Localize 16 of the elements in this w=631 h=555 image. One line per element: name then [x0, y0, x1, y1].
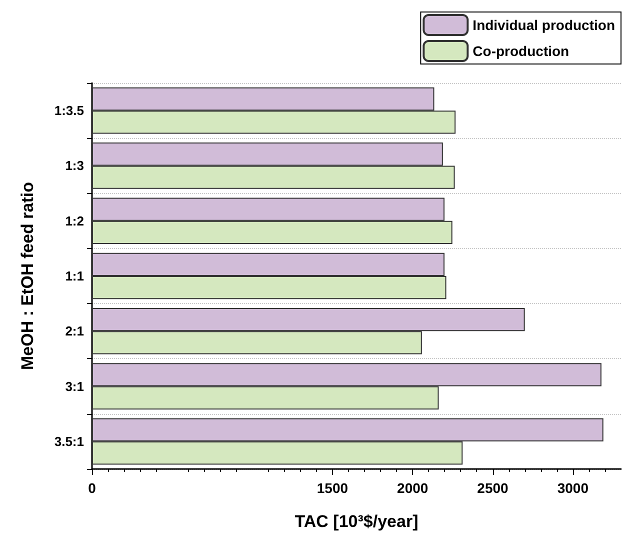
y-axis-title: MeOH : EtOH feed ratio — [18, 182, 37, 370]
legend-label: Individual production — [472, 17, 616, 33]
x-axis-title: TAC [10³$/year] — [294, 512, 418, 531]
y-tick-label: 1:1 — [65, 268, 84, 284]
x-tick-label: 1500 — [316, 480, 348, 496]
y-tick-label: 3.5:1 — [54, 434, 84, 449]
x-tick-label: 2500 — [477, 480, 509, 496]
legend-label: Co-production — [472, 43, 570, 59]
y-tick-label: 2:1 — [65, 324, 84, 339]
y-tick-label: 1:3.5 — [54, 103, 84, 118]
x-tick-label: 0 — [88, 480, 96, 496]
x-tick-label: 2000 — [397, 480, 428, 496]
y-tick-label: 1:2 — [65, 213, 84, 228]
y-tick-label: 3:1 — [65, 378, 84, 394]
y-tick-label: 1:3 — [65, 158, 84, 174]
x-tick-label: 3000 — [557, 480, 589, 496]
